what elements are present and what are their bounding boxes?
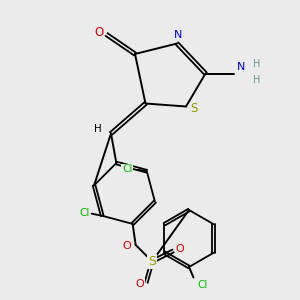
Text: H: H bbox=[253, 75, 260, 85]
Text: H: H bbox=[94, 124, 101, 134]
Text: O: O bbox=[176, 244, 184, 254]
Text: O: O bbox=[94, 26, 103, 39]
Text: Cl: Cl bbox=[197, 280, 208, 290]
Text: Cl: Cl bbox=[122, 164, 133, 174]
Text: N: N bbox=[236, 62, 245, 72]
Text: S: S bbox=[191, 102, 198, 116]
Text: N: N bbox=[174, 30, 183, 40]
Text: S: S bbox=[148, 255, 156, 268]
Text: O: O bbox=[135, 279, 144, 289]
Text: Cl: Cl bbox=[79, 208, 89, 218]
Text: H: H bbox=[253, 59, 260, 69]
Text: O: O bbox=[122, 242, 131, 251]
